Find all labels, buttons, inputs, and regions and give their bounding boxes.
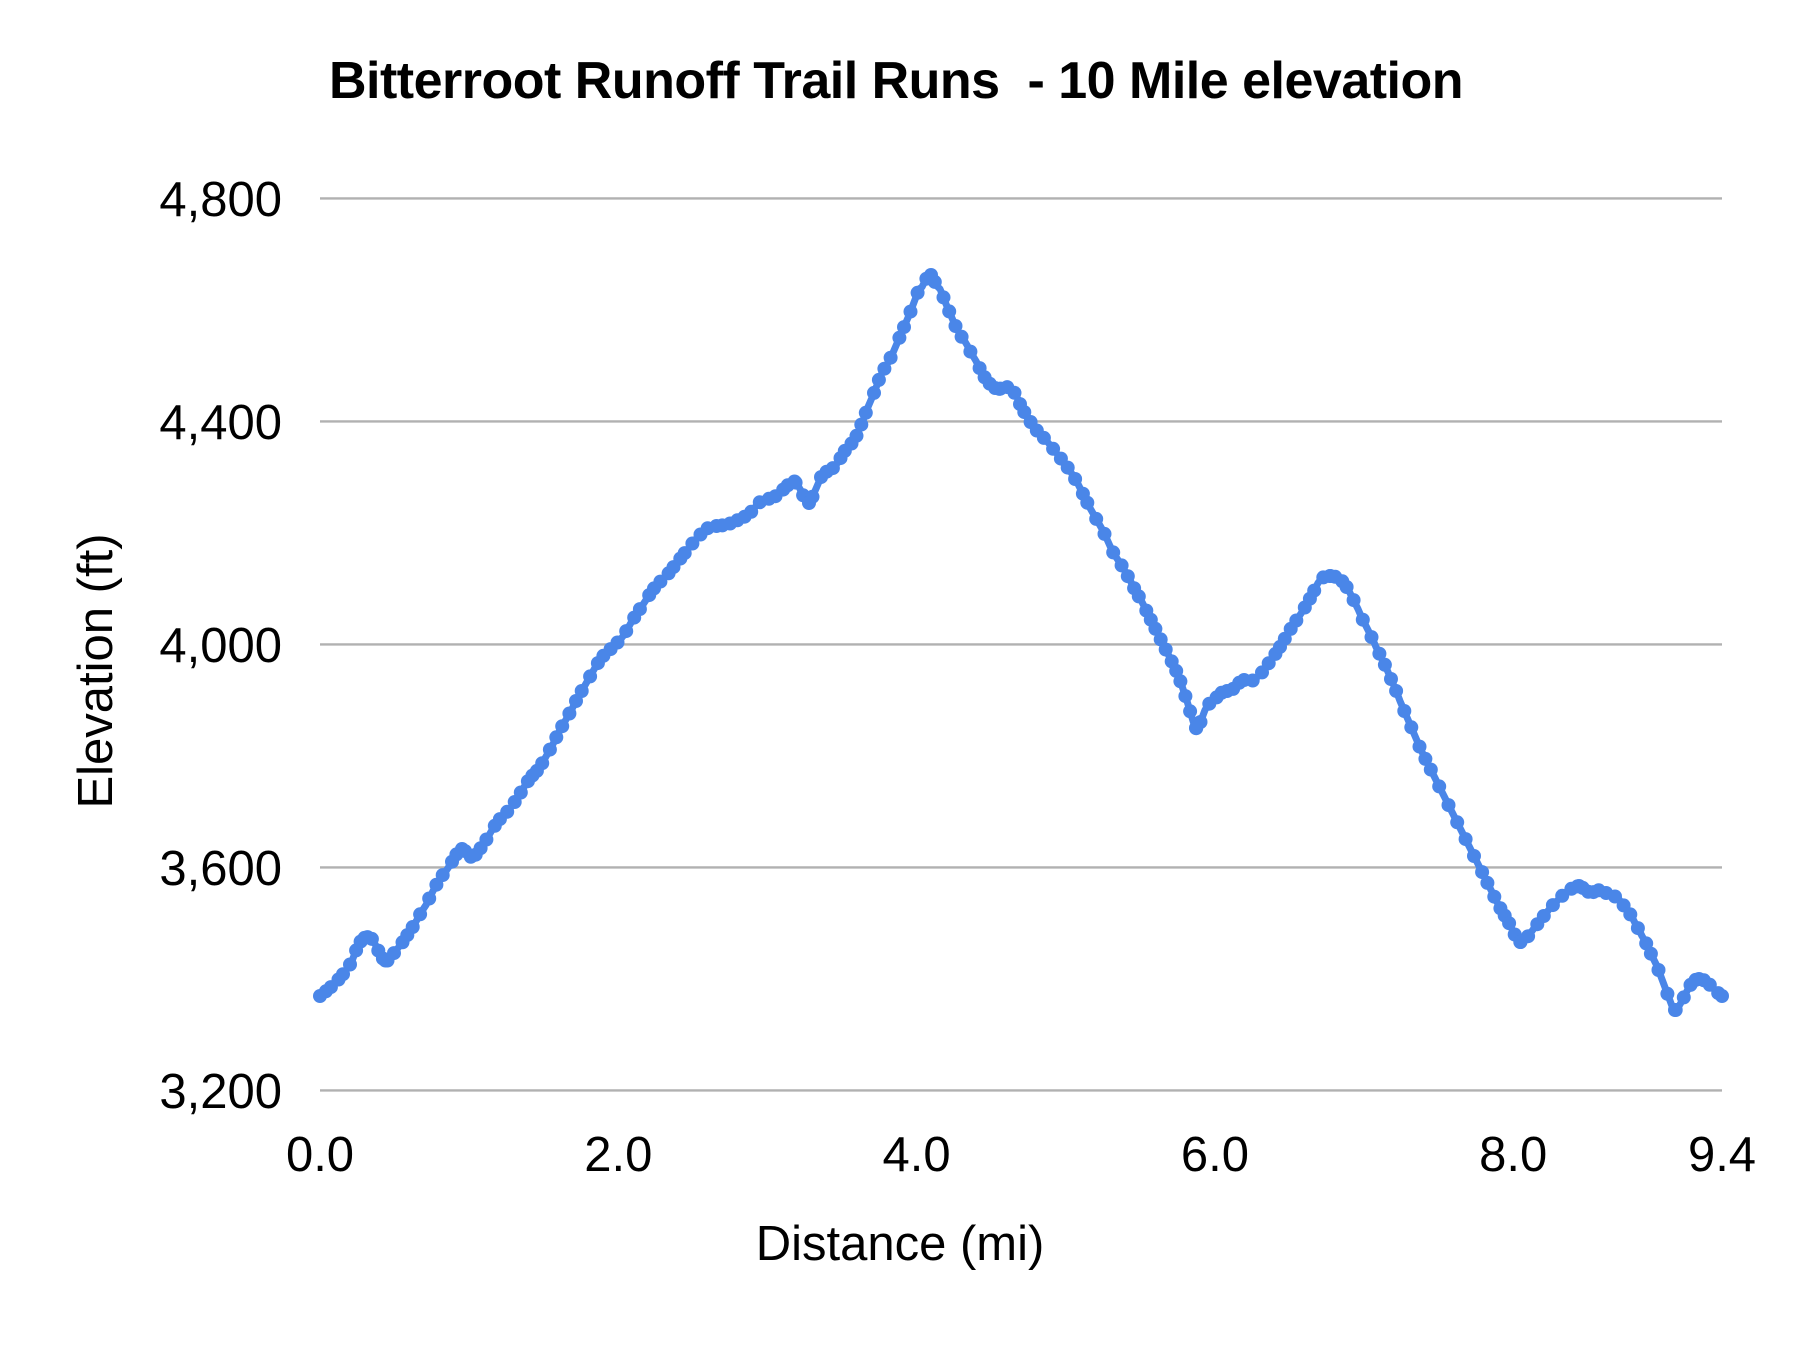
svg-text:6.0: 6.0 [1181, 1128, 1249, 1182]
svg-text:Distance (mi): Distance (mi) [756, 1217, 1045, 1271]
svg-text:4.0: 4.0 [883, 1128, 951, 1182]
svg-text:3,600: 3,600 [159, 842, 282, 896]
svg-text:2.0: 2.0 [584, 1128, 652, 1182]
svg-text:8.0: 8.0 [1479, 1128, 1547, 1182]
svg-text:3,200: 3,200 [159, 1065, 282, 1119]
svg-text:Elevation (ft): Elevation (ft) [69, 533, 123, 808]
svg-text:0.0: 0.0 [286, 1128, 354, 1182]
svg-text:4,800: 4,800 [159, 173, 282, 227]
svg-text:4,400: 4,400 [159, 396, 282, 450]
svg-text:Bitterroot Runoff Trail Runs: Bitterroot Runoff Trail Runs - 10 Mile e… [329, 52, 1463, 110]
svg-text:4,000: 4,000 [159, 619, 282, 673]
svg-text:9.4: 9.4 [1688, 1128, 1756, 1182]
